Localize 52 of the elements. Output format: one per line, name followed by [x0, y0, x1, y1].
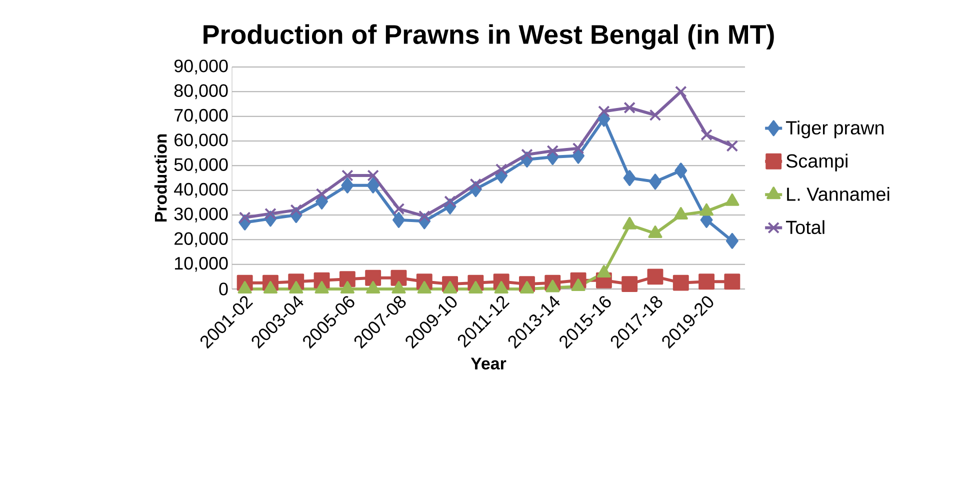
legend-label: Total: [786, 220, 824, 234]
y-axis-title: Production: [154, 134, 167, 222]
legend-label: Scampi: [786, 154, 848, 172]
chart-title: Production of Prawns in West Bengal (in MT): [204, 24, 774, 50]
y-tick-label: 20,000: [174, 232, 228, 248]
point: [444, 196, 456, 208]
point: [726, 232, 738, 249]
y-tick-label: 80,000: [174, 84, 228, 100]
point: [470, 178, 482, 190]
point: [418, 210, 430, 222]
point: [624, 102, 636, 114]
point: [571, 278, 586, 292]
point: [495, 163, 508, 176]
point: [390, 270, 407, 286]
point: [238, 212, 251, 224]
point: [546, 144, 559, 157]
y-tick-label: 30,000: [174, 208, 228, 222]
point: [392, 202, 405, 215]
point: [264, 208, 276, 220]
point: [649, 174, 662, 190]
point: [572, 142, 584, 154]
point: [726, 140, 738, 152]
y-tick-label: 50,000: [174, 158, 228, 174]
point: [598, 105, 610, 118]
legend-label: Tiger prawn: [786, 120, 884, 138]
x-axis-title: Year: [470, 358, 506, 370]
y-tick-label: 0: [219, 282, 228, 296]
point: [521, 148, 533, 160]
y-tick-label: 90,000: [174, 60, 228, 74]
point: [367, 170, 380, 182]
point: [365, 270, 382, 286]
point: [392, 212, 405, 228]
y-tick-label: 60,000: [174, 134, 228, 148]
point: [674, 86, 687, 98]
y-tick-label: 70,000: [174, 108, 228, 124]
y-tick-label: 10,000: [174, 256, 228, 272]
point: [700, 128, 712, 141]
point: [341, 170, 354, 182]
point: [366, 177, 380, 194]
point: [724, 274, 740, 290]
point: [672, 274, 689, 291]
point: [647, 268, 664, 285]
point: [674, 162, 688, 179]
point: [623, 170, 636, 186]
legend-label: L. Vannamei: [787, 186, 890, 201]
point: [290, 204, 302, 216]
point: [698, 274, 715, 290]
point: [622, 276, 638, 292]
point: [341, 177, 354, 194]
point: [316, 188, 328, 200]
y-tick-label: 40,000: [174, 182, 228, 198]
point: [649, 109, 662, 122]
